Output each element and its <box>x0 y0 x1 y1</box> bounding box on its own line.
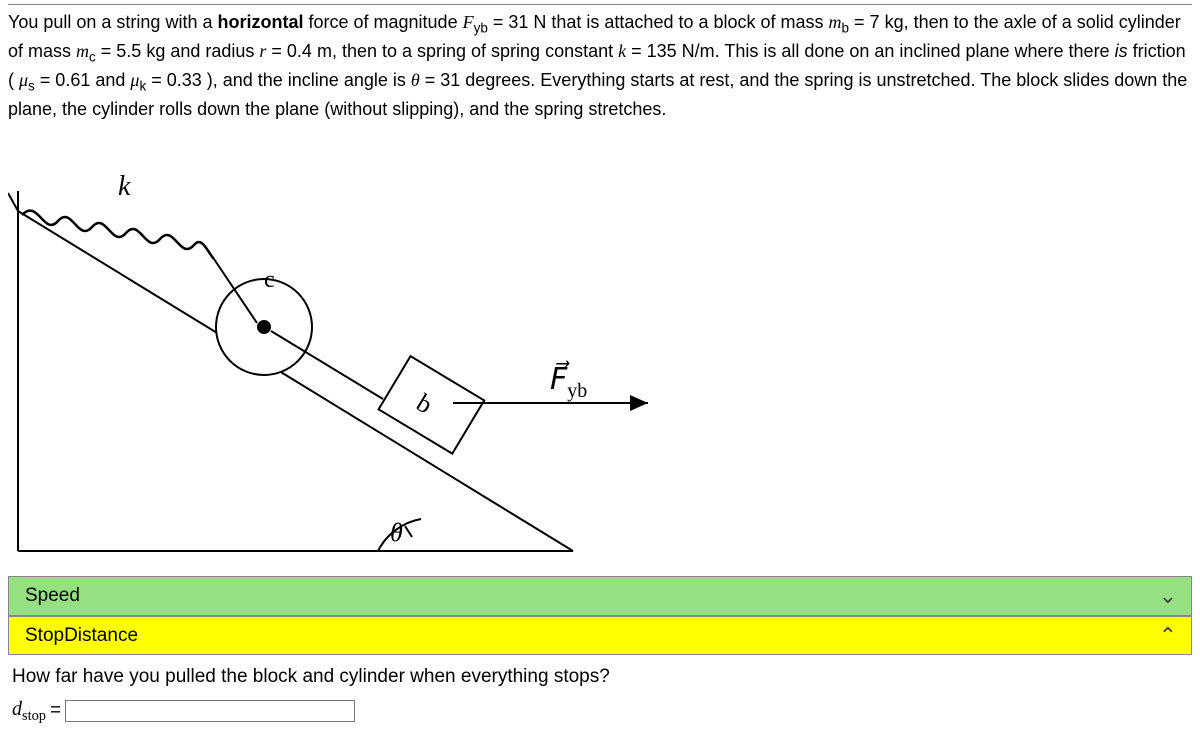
sym-F: F <box>463 12 474 32</box>
sub: b <box>842 21 850 36</box>
sym-theta: θ <box>411 70 420 90</box>
diagram-svg: θ k c b F⃗yb <box>8 133 668 563</box>
text: You pull on a string with a <box>8 12 217 32</box>
text-it: is <box>1115 41 1128 61</box>
problem-statement: You pull on a string with a horizontal f… <box>8 4 1192 123</box>
chevron-up-icon: ⌃ <box>1159 620 1177 652</box>
text: = 135 N/m. This is all done on an inclin… <box>626 41 1114 61</box>
block: b <box>379 356 485 453</box>
accordion-label: Speed <box>25 582 80 610</box>
label-Fyb: F⃗yb <box>550 360 587 401</box>
sub: s <box>28 79 35 94</box>
equals: = <box>50 697 61 725</box>
text: = 31 N that is attached to a block of ma… <box>488 12 829 32</box>
sym-mus: μ <box>19 70 28 90</box>
answer-line: dstop = <box>12 695 1188 727</box>
text: = 0.61 and <box>35 70 131 90</box>
accordion-stopdistance[interactable]: StopDistance ⌃ <box>8 616 1192 656</box>
chevron-down-icon: ⌄ <box>1159 580 1177 612</box>
text: = 5.5 kg and radius <box>96 41 260 61</box>
answer-symbol: dstop <box>12 695 46 727</box>
arrowhead-icon <box>630 395 648 411</box>
accordion-speed[interactable]: Speed ⌄ <box>8 576 1192 616</box>
sub: c <box>89 50 96 65</box>
text: = 0.4 m, then to a spring of spring cons… <box>266 41 618 61</box>
text: = 0.33 ), and the incline angle is <box>146 70 411 90</box>
physics-diagram: θ k c b F⃗yb <box>8 133 1192 570</box>
text-bold: horizontal <box>217 12 303 32</box>
sym-mc: m <box>76 41 89 61</box>
question-prompt: How far have you pulled the block and cy… <box>12 663 1188 691</box>
sub: yb <box>474 21 488 36</box>
text: force of magnitude <box>303 12 462 32</box>
sym-k: k <box>618 41 626 61</box>
cylinder-axle <box>257 320 271 334</box>
label-c: c <box>264 267 275 293</box>
label-theta: θ <box>390 518 403 547</box>
dstop-input[interactable] <box>65 700 355 722</box>
label-k: k <box>118 171 131 202</box>
sym-mb: m <box>829 12 842 32</box>
accordion-label: StopDistance <box>25 622 138 650</box>
accordion: Speed ⌄ StopDistance ⌃ <box>8 576 1192 656</box>
spring <box>22 210 214 258</box>
question-area: How far have you pulled the block and cy… <box>8 655 1192 726</box>
